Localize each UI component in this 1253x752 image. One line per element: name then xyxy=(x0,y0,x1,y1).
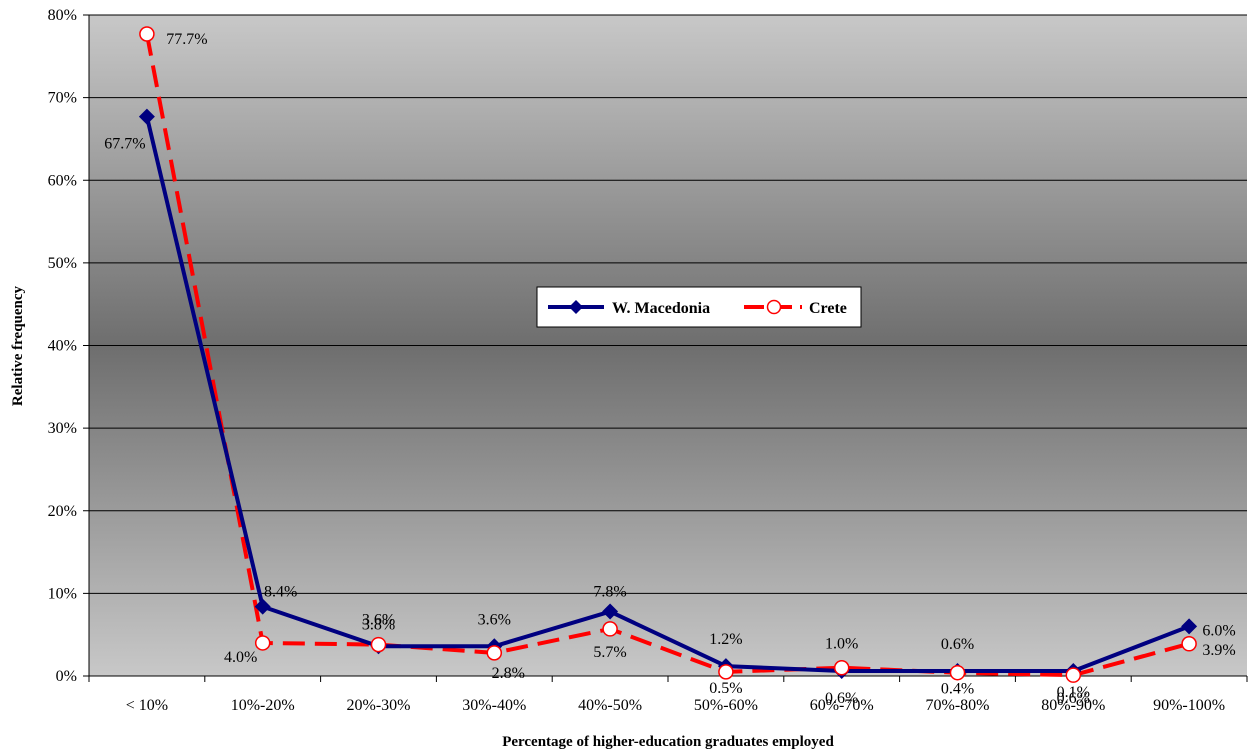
data-point-crete xyxy=(1065,667,1082,683)
x-axis-title: Percentage of higher-education graduates… xyxy=(502,734,834,750)
x-tick-label: 80%-90% xyxy=(1041,697,1105,714)
data-point-w-macedonia xyxy=(254,598,271,615)
y-tick-label: 0% xyxy=(56,668,77,685)
series-layer xyxy=(138,26,1198,683)
data-point-w-macedonia xyxy=(138,108,155,125)
x-tick-label: 70%-80% xyxy=(926,697,990,714)
data-label: 0.5% xyxy=(709,680,742,697)
data-point-crete xyxy=(718,664,734,680)
data-label: 0.6% xyxy=(1057,690,1090,707)
data-label: 4.0% xyxy=(224,649,257,666)
data-label: 0.4% xyxy=(941,681,974,698)
data-point-crete xyxy=(254,635,271,651)
x-tick-label: 50%-60% xyxy=(694,697,758,714)
y-tick-label: 60% xyxy=(48,172,77,189)
x-tick-label: 10%-20% xyxy=(231,697,295,714)
data-point-crete xyxy=(833,659,850,676)
data-point-crete xyxy=(602,621,618,637)
data-point-crete xyxy=(486,645,503,661)
legend-label-crete: Crete xyxy=(809,300,847,317)
y-tick-label: 10% xyxy=(48,585,77,602)
data-label: 3.8% xyxy=(362,617,395,634)
x-tick-label: 30%-40% xyxy=(462,697,526,714)
gridlines xyxy=(89,14,1247,594)
legend-marker-circle xyxy=(766,299,782,315)
data-label: 8.4% xyxy=(264,584,297,601)
data-point-crete xyxy=(370,636,387,653)
data-point-crete xyxy=(949,664,966,681)
legend-label-w-macedonia: W. Macedonia xyxy=(612,300,710,317)
data-point-w-macedonia xyxy=(1181,618,1198,635)
data-label: 6.0% xyxy=(1202,622,1235,639)
x-tick-label: 20%-30% xyxy=(347,697,411,714)
data-label: 77.7% xyxy=(166,31,207,48)
x-tick-label: < 10% xyxy=(126,697,168,714)
series-line-w-macedonia xyxy=(144,116,1190,674)
y-tick-label: 50% xyxy=(48,255,77,272)
data-label: 67.7% xyxy=(104,136,145,153)
tick-labels: 0% 10% 20% 30% 40% 50% 60% 70% 80% < 10% 10%-20% 20… xyxy=(48,7,1225,714)
y-tick-label: 70% xyxy=(48,90,77,107)
data-label: 0.6% xyxy=(941,636,974,653)
data-label: 3.6% xyxy=(478,611,511,628)
data-label: 0.1% xyxy=(1057,684,1090,701)
legend: W. Macedonia Crete xyxy=(536,286,862,328)
series-line-crete xyxy=(144,33,1190,678)
data-label: 1.2% xyxy=(709,631,742,648)
y-axis-title: Relative frequency xyxy=(10,285,26,406)
legend-marker-diamond xyxy=(569,300,583,314)
data-label: 2.8% xyxy=(492,665,525,682)
data-label: 7.8% xyxy=(593,584,626,601)
data-label: 3.6% xyxy=(362,611,395,628)
data-point-crete xyxy=(139,26,155,42)
data-point-crete xyxy=(1181,636,1197,652)
y-tick-label: 80% xyxy=(48,7,77,24)
data-label: 5.7% xyxy=(593,644,626,661)
data-label: 3.9% xyxy=(1202,642,1235,659)
y-tick-label: 40% xyxy=(48,338,77,355)
y-tick-label: 20% xyxy=(48,503,77,520)
data-point-w-macedonia xyxy=(602,603,619,620)
x-tick-label: 90%-100% xyxy=(1153,697,1225,714)
data-label: 1.0% xyxy=(825,636,858,653)
x-tick-label: 40%-50% xyxy=(578,697,642,714)
data-label: 0.6% xyxy=(825,690,858,707)
y-tick-label: 30% xyxy=(48,420,77,437)
data-labels: 67.7% 8.4% 3.6% 3.6% 7.8% 1.2% 0.6% 0.6% 0.6% 6.0… xyxy=(104,31,1236,707)
x-tick-label: 60%-70% xyxy=(810,697,874,714)
